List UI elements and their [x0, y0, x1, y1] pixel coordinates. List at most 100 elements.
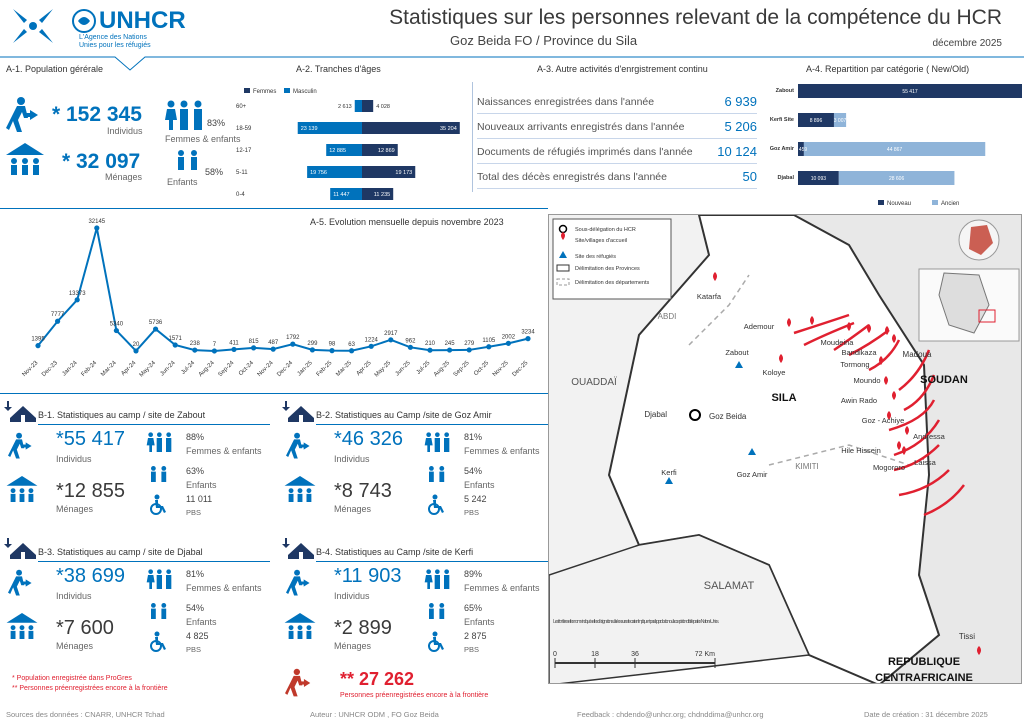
family-icon: [6, 476, 38, 507]
a1-enfants-label: Enfants: [167, 177, 198, 187]
a3-row: Documents de réfugiés imprimés dans l'an…: [477, 140, 757, 164]
data-point: [407, 344, 413, 350]
value-femmes: 11 447: [333, 192, 349, 198]
menages-label: Ménages: [56, 504, 94, 514]
menages-label: Ménages: [334, 504, 372, 514]
bar-masculin: [362, 188, 394, 200]
month-label: Jan-24: [61, 360, 79, 378]
menages-label: Ménages: [56, 641, 94, 651]
individus-label: Individus: [334, 591, 370, 601]
b1-individus: *55 417: [56, 428, 125, 450]
footer-auteur: Auteur : UNHCR ODM , FO Goz Beida: [310, 710, 439, 719]
refugee-flow-arrow: [898, 349, 931, 391]
village-marker: [779, 354, 783, 363]
legend-new: Nouveau: [887, 201, 911, 207]
note-preenregistrees: ** Personnes préenregistrées encore à la…: [12, 685, 168, 692]
office-marker: [689, 409, 701, 421]
legend-label: Site des réfugiés: [575, 254, 616, 260]
children-icon: [175, 150, 201, 170]
data-label: 3234: [521, 330, 535, 336]
b4-menages: *2 899: [334, 617, 392, 639]
children-icon: [426, 603, 448, 624]
a3-list: Naissances enregistrées dans l'année 6 93…: [477, 90, 757, 190]
legend-new-swatch: [878, 200, 884, 205]
family-icon: [284, 476, 316, 507]
month-label: Dec-24: [276, 360, 294, 378]
month-label: Jun-24: [159, 360, 177, 378]
data-label: 210: [425, 341, 436, 347]
village-marker: [885, 326, 889, 335]
place-label: Tissi: [959, 632, 975, 641]
place-label: Ademour: [744, 322, 775, 331]
individus-label: Individus: [334, 454, 370, 464]
place-label: Goz - Achiye: [862, 416, 905, 425]
village-marker: [867, 324, 871, 333]
bar-new: [798, 113, 834, 127]
village-marker: [713, 272, 717, 281]
refugee-site-marker: [748, 448, 756, 455]
map: Sous-délégation du HCR Site/villages d'ac…: [548, 214, 1022, 684]
site-label: Kerfi Site: [770, 117, 794, 123]
pre-value: ** 27 262: [340, 669, 415, 689]
age-label: 5-11: [236, 170, 248, 176]
b4-pbs: 2 875: [464, 631, 487, 641]
a3-row-label: Total des décès enregistrés dans l'année: [477, 171, 667, 183]
individus-label: Individus: [56, 454, 92, 464]
data-label: 2917: [384, 331, 398, 337]
footer-feedback: Feedback : chdendo@unhcr.org; chdnddima@…: [577, 710, 764, 719]
place-label: Andressa: [913, 432, 946, 441]
data-label: 5736: [149, 320, 163, 326]
place-label: Hile Hissein: [841, 446, 881, 455]
b2-individus: *46 326: [334, 428, 403, 450]
value-old: 44 867: [887, 147, 903, 153]
month-label: Nov-24: [257, 360, 275, 378]
family-icon: [284, 613, 316, 644]
a1-menages-label: Ménages: [105, 172, 143, 182]
value-masculin: 11 235: [374, 192, 390, 198]
a3-row: Total des décès enregistrés dans l'année…: [477, 165, 757, 189]
data-point: [172, 342, 178, 348]
b2-enfants-pct: 54%: [464, 466, 483, 476]
data-label: 411: [229, 340, 239, 346]
legend-masculin-swatch: [284, 88, 290, 93]
b4-individus: *11 903: [334, 565, 402, 587]
org-sub1: L'Agence des Nations: [79, 34, 147, 41]
data-label: 7777: [51, 312, 65, 318]
org-name: UNHCR: [99, 7, 186, 34]
data-point: [55, 318, 61, 324]
b1-block: B-1. Statistiques au camp / site de Zabo…: [4, 398, 276, 530]
place-label: Goz Beida: [709, 412, 747, 421]
data-label: 238: [190, 341, 201, 347]
b1-menages: *12 855: [56, 480, 125, 502]
month-label: Sep-24: [217, 360, 235, 378]
month-label: Oct-24: [238, 360, 255, 377]
data-point: [329, 348, 335, 354]
a1-enfants-pct: 58%: [205, 167, 224, 177]
down-arrow-icon: [282, 398, 292, 416]
women-children-icon: [420, 432, 456, 457]
header-divider: [0, 56, 1024, 71]
b3-individus: *38 699: [56, 565, 125, 587]
value-femmes: 2 613: [338, 104, 352, 110]
b3-title: B-3. Statistiques au camp / site de Djab…: [38, 547, 203, 557]
site-label: Djabal: [777, 175, 794, 181]
legend-label: Délimitation des départements: [575, 280, 650, 286]
a3-row-value: 10 124: [717, 144, 757, 159]
wheelchair-icon: [426, 631, 448, 658]
a1-femmes-pct: 83%: [207, 118, 226, 128]
data-point: [290, 341, 296, 347]
value-femmes: 12 885: [329, 148, 346, 154]
enfants-label: Enfants: [464, 480, 495, 490]
b4-femmes-pct: 89%: [464, 569, 483, 579]
value-old: 28 606: [889, 176, 905, 182]
month-label: Nov-25: [492, 360, 510, 378]
women-children-icon: [142, 569, 178, 594]
data-point: [251, 345, 257, 351]
legend-province-icon: [556, 264, 570, 272]
legend-village-icon: [561, 232, 565, 240]
village-marker: [977, 646, 981, 655]
month-label: Nov-23: [21, 360, 39, 378]
a1-femmes-label: Femmes & enfants: [165, 134, 241, 144]
category-bar-chart: Zabout 55 417 Kerfi Site 8 896 3 007 Goz Amir…: [770, 84, 1022, 207]
place-label: Mogororo: [873, 463, 905, 472]
